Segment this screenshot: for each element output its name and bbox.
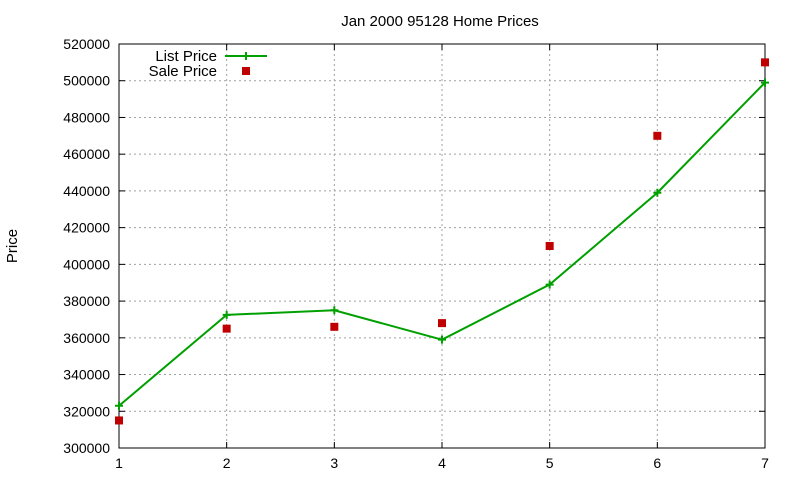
y-tick-label: 500000 (63, 73, 110, 89)
sale-price-point (222, 324, 231, 333)
list-price-point (438, 335, 446, 344)
sale-price-point (115, 416, 123, 425)
y-tick-label: 480000 (63, 109, 110, 125)
series-layer (115, 58, 769, 425)
x-tick-label: 1 (115, 455, 123, 471)
y-tick-label: 460000 (63, 146, 110, 162)
list-price-point (115, 401, 123, 410)
legend: List Price Sale Price (149, 48, 267, 80)
y-axis-label: Price (4, 229, 21, 263)
sale-price-point (761, 58, 769, 67)
y-tick-label: 380000 (63, 293, 110, 309)
y-tick-label: 300000 (63, 440, 110, 456)
y-tick-label: 440000 (63, 183, 110, 199)
legend-marker-sale-price (242, 67, 250, 75)
list-price-point (222, 310, 231, 319)
list-price-point (761, 78, 769, 87)
legend-label-list-price: List Price (155, 48, 217, 65)
x-tick-label: 6 (653, 455, 661, 471)
x-tick-label: 4 (438, 455, 446, 471)
y-tick-label: 320000 (63, 403, 110, 419)
sale-price-point (438, 319, 446, 328)
grid-layer (119, 44, 765, 448)
x-tick-label: 2 (223, 455, 231, 471)
sale-price-point (330, 322, 339, 331)
y-tick-label: 340000 (63, 367, 110, 383)
sale-price-point (653, 131, 662, 140)
x-tick-label: 7 (761, 455, 769, 471)
list-price-point (653, 188, 662, 197)
y-tick-label: 420000 (63, 220, 110, 236)
list-price-point (545, 280, 554, 289)
chart-title: Jan 2000 95128 Home Prices (341, 13, 539, 30)
x-tick-label: 3 (330, 455, 338, 471)
legend-label-sale-price: Sale Price (149, 63, 217, 80)
x-tick-label: 5 (546, 455, 554, 471)
legend-marker-list-price (242, 52, 250, 60)
list-price-point (330, 306, 339, 315)
y-tick-label: 520000 (63, 36, 110, 52)
axis-layer: 300000 320000 340000 360000 380000 400000 4200… (63, 36, 769, 471)
sale-price-point (545, 242, 554, 250)
y-tick-label: 400000 (63, 256, 110, 272)
y-tick-label: 360000 (63, 330, 110, 346)
